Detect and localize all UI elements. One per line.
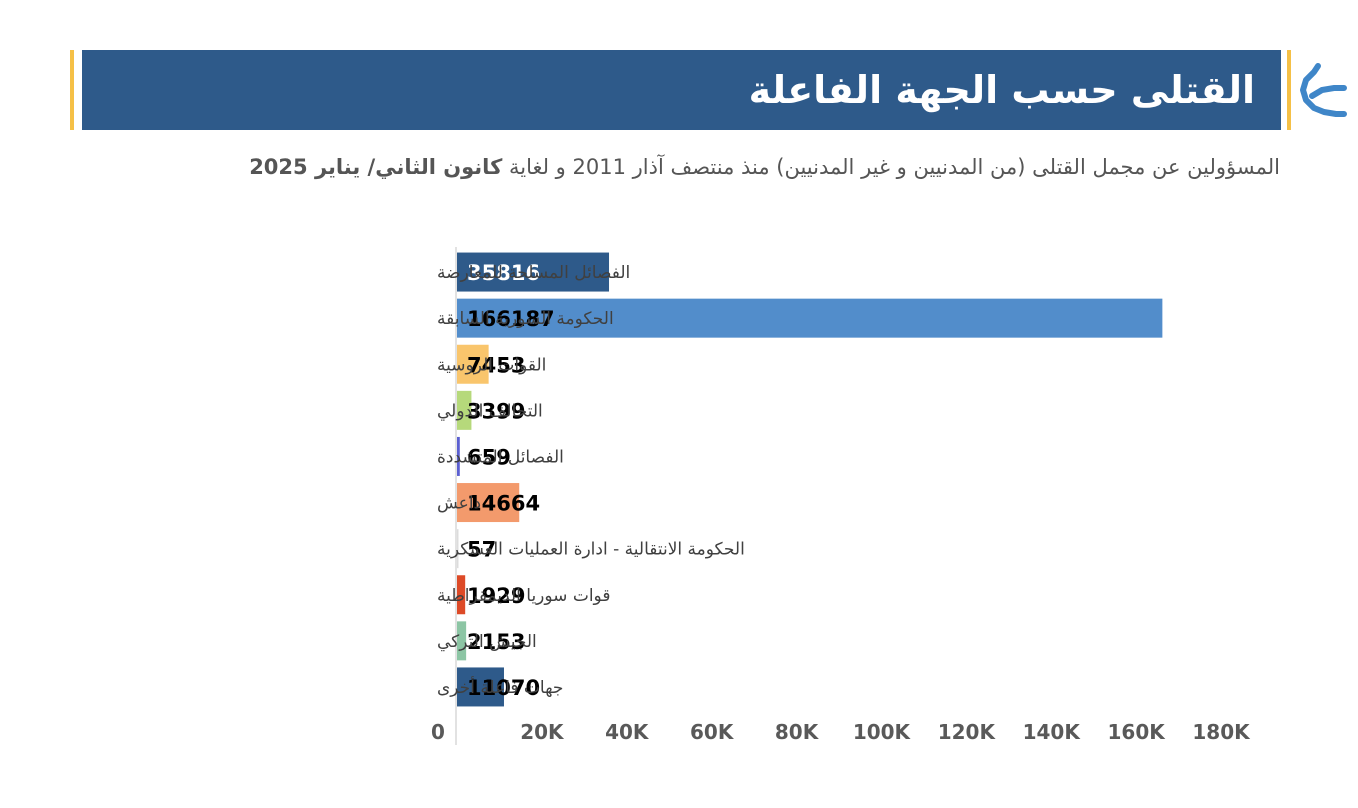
- bar-3: [457, 390, 472, 430]
- category-label-0: الفصائل المسلحة للمعارضة: [437, 263, 630, 283]
- bar-4: [457, 436, 460, 476]
- data-label-9: 11070: [467, 676, 540, 700]
- x-tick-label-9: 180K: [1192, 720, 1251, 744]
- category-label-3: التحالف الدولي: [437, 401, 543, 421]
- x-tick-label-4: 80K: [775, 720, 820, 744]
- category-label-4: الفصائل المتشددة: [437, 447, 564, 467]
- data-label-2: 7453: [467, 353, 525, 377]
- bar-7: [457, 575, 466, 615]
- category-label-7: قوات سوريا الديمقراطية: [437, 586, 610, 606]
- x-tick-label-5: 100K: [853, 720, 912, 744]
- category-label-8: الجيش التركي: [437, 632, 537, 652]
- page-title: القتلى حسب الجهة الفاعلة: [748, 68, 1255, 112]
- data-label-1: 166187: [467, 307, 555, 331]
- title-banner: القتلى حسب الجهة الفاعلة: [82, 50, 1281, 130]
- organization-logo-icon: [1300, 63, 1347, 117]
- data-label-7: 1929: [467, 584, 525, 608]
- left-accent-bar: [70, 50, 74, 130]
- bar-6: [457, 529, 459, 569]
- category-label-6: الحكومة الانتقالية - ادارة العمليات العس…: [437, 540, 745, 560]
- x-tick-label-3: 60K: [690, 720, 735, 744]
- bar-1: [457, 298, 1163, 338]
- category-label-2: القوات الروسية: [437, 355, 546, 375]
- bar-5: [457, 483, 520, 523]
- bar-9: [457, 667, 504, 707]
- subtitle-date: كانون الثاني/ يناير 2025: [249, 155, 503, 179]
- category-label-1: الحكومة السورية السابقة: [437, 309, 614, 329]
- data-label-0: 35816: [467, 261, 540, 285]
- data-label-6: 57: [467, 538, 496, 562]
- x-tick-label-0: 0: [431, 720, 445, 744]
- x-tick-label-8: 160K: [1107, 720, 1166, 744]
- data-label-8: 2153: [467, 630, 525, 654]
- category-label-5: داعش: [437, 494, 481, 514]
- data-label-3: 3399: [467, 399, 525, 423]
- subtitle-text: المسؤولين عن مجمل القتلى (من المدنيين و …: [508, 155, 1280, 179]
- x-tick-label-6: 120K: [938, 720, 997, 744]
- chart-subtitle: المسؤولين عن مجمل القتلى (من المدنيين و …: [70, 152, 1280, 183]
- bar-2: [457, 344, 489, 384]
- data-label-5: 14664: [467, 492, 540, 516]
- x-tick-label-1: 20K: [520, 720, 565, 744]
- right-accent-bar: [1287, 50, 1291, 130]
- bar-0: [457, 252, 610, 292]
- x-tick-label-7: 140K: [1023, 720, 1082, 744]
- category-label-9: جهات فاعلة أخرى: [437, 676, 563, 698]
- x-tick-label-2: 40K: [605, 720, 650, 744]
- bar-8: [457, 621, 467, 661]
- data-label-4: 659: [467, 445, 511, 469]
